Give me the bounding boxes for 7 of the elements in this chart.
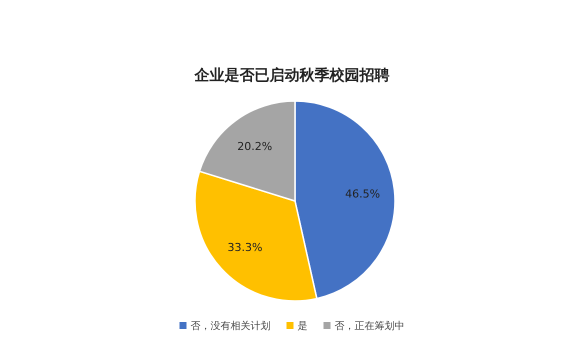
data-label: 33.3% [228,241,262,254]
chart-title: 企业是否已启动秋季校园招聘 [194,66,390,84]
legend-label: 是 [298,321,308,332]
legend-label: 否，没有相关计划 [190,320,270,332]
data-label: 20.2% [237,140,272,154]
data-label: 46.5% [345,188,380,201]
legend-label: 否，正在筹划中 [334,320,404,332]
